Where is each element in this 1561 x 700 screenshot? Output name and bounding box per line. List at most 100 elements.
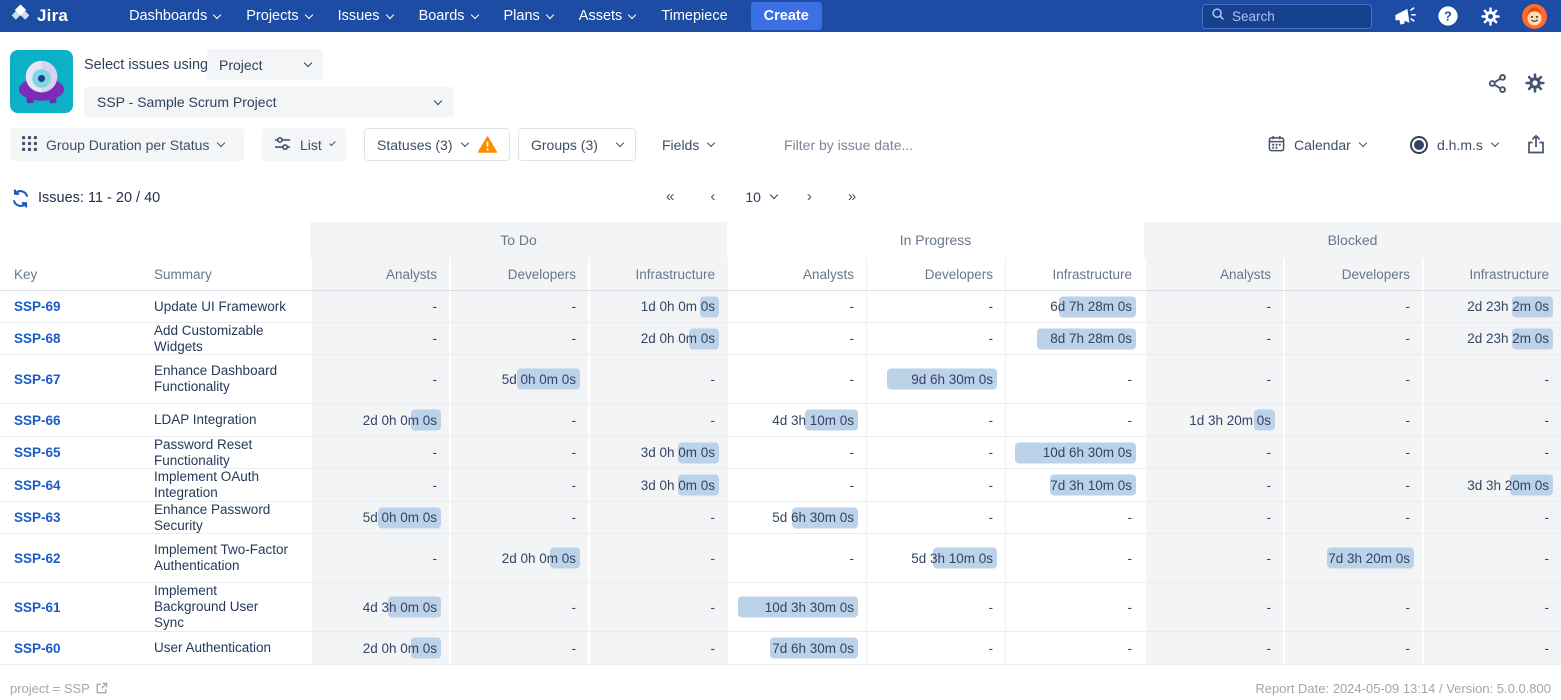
nav-item-timepiece[interactable]: Timepiece	[661, 8, 728, 24]
duration-bar	[1512, 296, 1553, 317]
chevron-down-icon	[1358, 138, 1368, 148]
statuses-filter-button[interactable]: Statuses (3)	[364, 128, 510, 161]
prev-page-button[interactable]: ‹	[710, 188, 716, 205]
chevron-down-icon	[433, 96, 443, 105]
create-button[interactable]: Create	[750, 2, 822, 30]
issue-key-link[interactable]: SSP-66	[14, 412, 61, 428]
nav-item-assets[interactable]: Assets	[566, 0, 649, 32]
first-page-button[interactable]: «	[666, 188, 675, 205]
chevron-down-icon	[470, 10, 479, 19]
search-icon	[1211, 7, 1225, 26]
groups-filter-button[interactable]: Groups (3)	[518, 128, 636, 161]
duration-cell: 5d 3h 10m 0s	[866, 534, 1005, 582]
table-row: SSP-61 Implement Background User Sync 4d 3…	[0, 583, 1561, 632]
key-cell: SSP-65	[0, 437, 140, 468]
project-select[interactable]: SSP - Sample Scrum Project	[84, 87, 454, 117]
duration-bar	[1015, 442, 1136, 463]
issue-key-link[interactable]: SSP-64	[14, 477, 61, 493]
issue-key-link[interactable]: SSP-68	[14, 331, 61, 346]
duration-format-button[interactable]: d.h.m.s	[1398, 128, 1510, 161]
issue-key-link[interactable]: SSP-63	[14, 510, 61, 525]
duration-cell: -	[866, 502, 1005, 533]
duration-cell: 7d 6h 30m 0s	[727, 632, 866, 664]
user-avatar[interactable]	[1522, 3, 1547, 29]
summary-cell: Password Reset Functionality	[154, 436, 253, 468]
issue-source-value: Project	[219, 56, 263, 73]
duration-cell: 2d 0h 0m 0s	[588, 323, 727, 354]
key-cell: SSP-62	[0, 534, 140, 582]
duration-bar	[1512, 328, 1553, 349]
table-row: SSP-60 User Authentication 2d 0h 0m 0s - -7d…	[0, 632, 1561, 665]
duration-cell: 10d 3h 30m 0s	[727, 583, 866, 631]
issue-key-link[interactable]: SSP-65	[14, 445, 61, 460]
duration-cell: 10d 6h 30m 0s	[1005, 437, 1144, 468]
nav-item-dashboards[interactable]: Dashboards	[116, 0, 233, 32]
duration-bar	[738, 596, 858, 618]
duration-per-status-table: To Do In Progress Blocked Key Summary Analyst…	[0, 222, 1561, 665]
settings-gear-icon[interactable]	[1480, 6, 1501, 27]
issue-key-link[interactable]: SSP-67	[14, 371, 61, 387]
nav-item-projects[interactable]: Projects	[233, 0, 324, 32]
column-group-in-progress: In Progress	[899, 232, 972, 248]
issue-key-link[interactable]: SSP-69	[14, 299, 61, 314]
chevron-down-icon	[304, 10, 313, 19]
duration-cell: -	[727, 323, 866, 354]
duration-cell: 2d 23h 2m 0s	[1422, 323, 1561, 354]
jql-footer[interactable]: project = SSP	[10, 681, 108, 696]
duration-cell: 7d 3h 20m 0s	[1283, 534, 1422, 582]
view-mode-button[interactable]: List	[262, 128, 346, 161]
duration-cell: -	[588, 632, 727, 664]
report-date-version: Report Date: 2024-05-09 13:14 / Version:…	[1255, 681, 1551, 696]
column-header-blocked-developers: Developers	[1283, 258, 1422, 290]
page-size-select[interactable]: 10	[745, 189, 779, 205]
issue-date-filter-input[interactable]	[784, 132, 1044, 158]
duration-cell: 2d 0h 0m 0s	[310, 632, 449, 664]
chevron-down-icon	[303, 58, 313, 68]
issue-key-link[interactable]: SSP-61	[14, 599, 61, 615]
column-group-to-do: To Do	[310, 222, 727, 258]
duration-cell: -	[1422, 502, 1561, 533]
duration-cell: -	[588, 404, 727, 436]
duration-cell: -	[310, 323, 449, 354]
export-icon[interactable]	[1527, 134, 1545, 159]
jira-logo[interactable]: Jira	[10, 3, 68, 29]
report-settings-gear-icon[interactable]	[1524, 72, 1546, 99]
duration-cell: 3d 0h 0m 0s	[588, 437, 727, 468]
calendar-icon	[1268, 135, 1285, 155]
nav-item-issues[interactable]: Issues	[325, 0, 406, 32]
nav-item-boards[interactable]: Boards	[406, 0, 491, 32]
duration-format-icon	[1410, 135, 1428, 154]
nav-item-plans[interactable]: Plans	[491, 0, 566, 32]
search-box[interactable]	[1202, 3, 1372, 29]
sliders-icon	[274, 136, 291, 154]
duration-bar	[411, 409, 441, 431]
duration-cell: -	[1283, 437, 1422, 468]
last-page-button[interactable]: »	[847, 188, 857, 205]
refresh-icon[interactable]	[10, 188, 31, 214]
issue-key-link[interactable]: SSP-62	[14, 550, 61, 566]
duration-bar	[517, 368, 580, 390]
duration-cell: -	[866, 469, 1005, 501]
duration-cell: -	[588, 502, 727, 533]
search-input[interactable]	[1232, 8, 1352, 24]
calendar-button[interactable]: Calendar	[1256, 128, 1378, 161]
duration-bar	[887, 368, 997, 390]
external-link-icon[interactable]	[95, 682, 108, 695]
fields-button[interactable]: Fields	[650, 128, 726, 161]
duration-cell: 3d 3h 20m 0s	[1422, 469, 1561, 501]
issue-source-select[interactable]: Project	[207, 49, 323, 80]
duration-cell: -	[449, 502, 588, 533]
next-page-button[interactable]: ›	[806, 188, 812, 205]
duration-cell: -	[310, 534, 449, 582]
share-icon[interactable]	[1487, 73, 1508, 99]
duration-cell: -	[1283, 632, 1422, 664]
announcements-icon[interactable]	[1393, 6, 1416, 27]
duration-cell: -	[727, 469, 866, 501]
issue-key-link[interactable]: SSP-60	[14, 640, 61, 656]
duration-bar	[678, 442, 719, 463]
help-icon[interactable]: ?	[1437, 5, 1459, 27]
report-type-button[interactable]: Group Duration per Status	[10, 128, 244, 161]
table-row: SSP-62 Implement Two-Factor Authenticatio…	[0, 534, 1561, 583]
column-header-blocked-infrastructure: Infrastructure	[1422, 258, 1561, 290]
duration-bar	[378, 507, 441, 528]
